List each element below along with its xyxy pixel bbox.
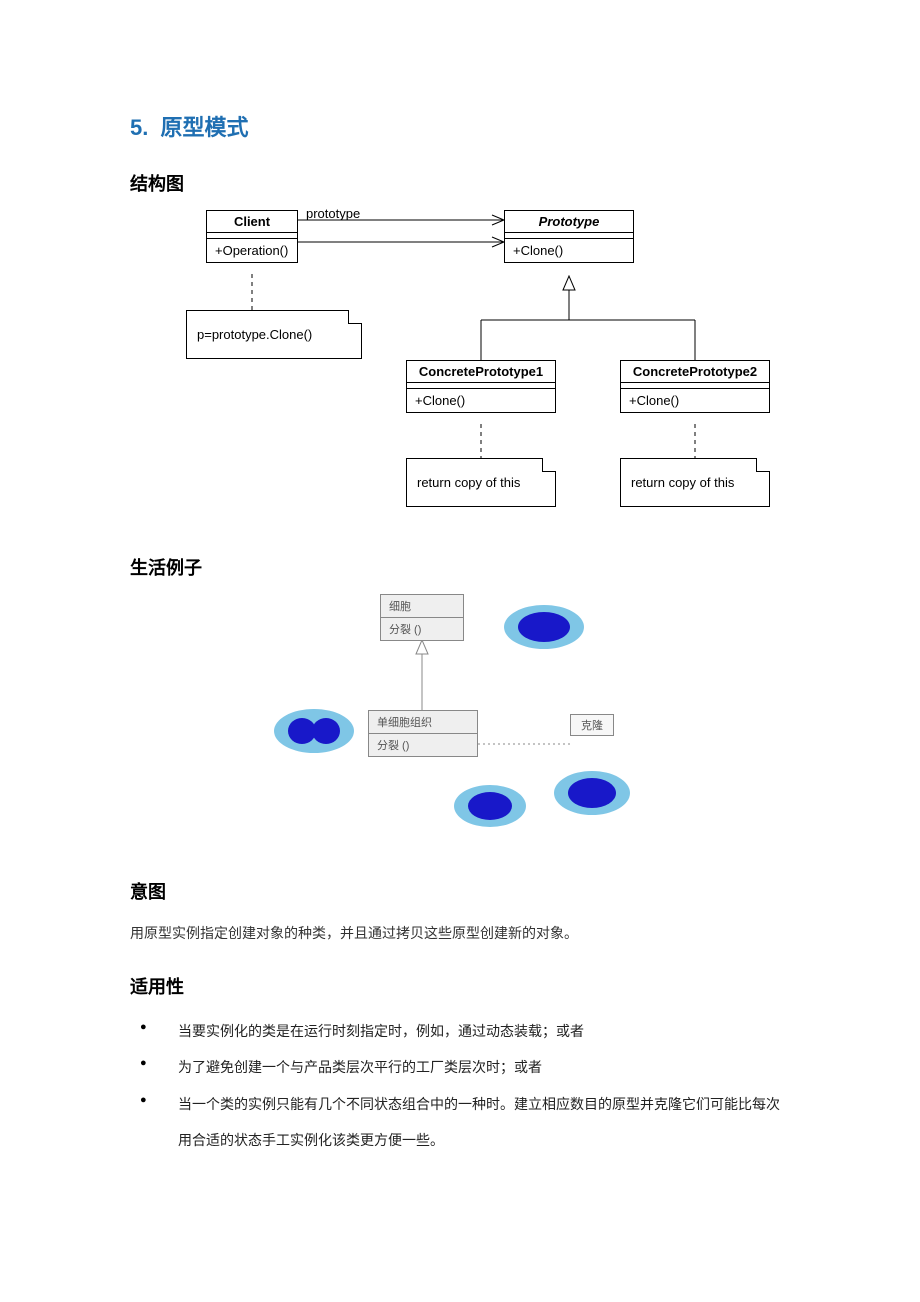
uml-note-concrete2-text: return copy of this [631,475,734,490]
uml-class-client-op: +Operation() [207,239,297,262]
uml-note-client: p=prototype.Clone() [186,310,362,359]
section-life-heading: 生活例子 [130,554,790,580]
uml-structure-diagram: prototype Client +Operation() Prototype … [206,210,826,530]
intent-paragraph: 用原型实例指定创建对象的种类，并且通过拷贝这些原型创建新的对象。 [130,918,790,949]
example-class-child-name: 单细胞组织 [369,711,477,734]
uml-class-client: Client +Operation() [206,210,298,263]
list-item: 当一个类的实例只能有几个不同状态组合中的一种时。建立相应数目的原型并克隆它们可能… [154,1086,790,1159]
uml-class-prototype-name: Prototype [505,211,633,233]
note-corner-icon [348,310,362,324]
uml-class-client-name: Client [207,211,297,233]
cell-blob-double-icon [270,704,358,758]
uml-class-concrete1-op: +Clone() [407,389,555,412]
example-tag-clone-label: 克隆 [581,720,603,732]
cell-blob-icon [550,766,634,820]
example-class-child-op: 分裂 () [369,734,477,756]
uml-class-prototype-op: +Clone() [505,239,633,262]
note-corner-icon [756,458,770,472]
uml-class-concrete1: ConcretePrototype1 +Clone() [406,360,556,413]
uml-note-client-text: p=prototype.Clone() [197,327,312,342]
list-item: 当要实例化的类是在运行时刻指定时，例如，通过动态装载；或者 [154,1013,790,1049]
heading-number: 5. [130,115,148,140]
heading-title: 原型模式 [160,115,248,140]
page-title: 5. 原型模式 [130,110,790,142]
uml-class-concrete2-op: +Clone() [621,389,769,412]
uml-edge-label: prototype [306,206,360,221]
example-class-parent: 细胞 分裂 () [380,594,464,641]
uml-class-concrete2: ConcretePrototype2 +Clone() [620,360,770,413]
cell-blob-icon [500,600,588,654]
list-item-text: 当要实例化的类是在运行时刻指定时，例如，通过动态装载；或者 [178,1023,584,1039]
uml-class-concrete1-name: ConcretePrototype1 [407,361,555,383]
list-item-text: 当一个类的实例只能有几个不同状态组合中的一种时。建立相应数目的原型并克隆它们可能… [178,1096,780,1148]
list-item: 为了避免创建一个与产品类层次平行的工厂类层次时；或者 [154,1049,790,1085]
applicability-list: 当要实例化的类是在运行时刻指定时，例如，通过动态装载；或者 为了避免创建一个与产… [130,1013,790,1159]
section-applicability-heading: 适用性 [130,973,790,999]
example-class-parent-op: 分裂 () [381,618,463,640]
section-structure-heading: 结构图 [130,170,790,196]
example-tag-clone: 克隆 [570,714,614,736]
example-class-child: 单细胞组织 分裂 () [368,710,478,757]
uml-note-concrete1-text: return copy of this [417,475,520,490]
uml-class-concrete2-name: ConcretePrototype2 [621,361,769,383]
uml-note-concrete2: return copy of this [620,458,770,507]
note-corner-icon [542,458,556,472]
example-class-parent-name: 细胞 [381,595,463,618]
uml-note-concrete1: return copy of this [406,458,556,507]
life-example-diagram: 细胞 分裂 () 单细胞组织 分裂 () 克隆 [270,594,750,854]
section-intent-heading: 意图 [130,878,790,904]
list-item-text: 为了避免创建一个与产品类层次平行的工厂类层次时；或者 [178,1059,542,1075]
cell-blob-icon [450,780,530,832]
uml-class-prototype: Prototype +Clone() [504,210,634,263]
